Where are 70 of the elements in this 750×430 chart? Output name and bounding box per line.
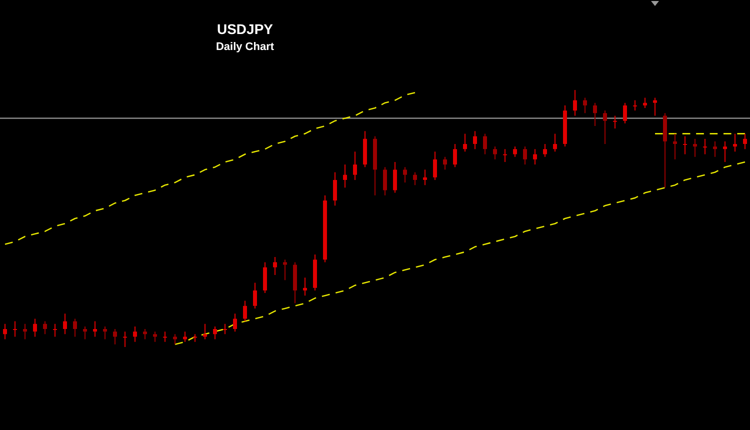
candlestick	[463, 133, 467, 152]
candlestick	[33, 318, 37, 338]
candlestick	[473, 130, 477, 150]
candlestick	[353, 151, 357, 180]
candlestick	[573, 90, 577, 116]
candlestick	[733, 133, 737, 152]
candlestick	[703, 138, 707, 155]
candlestick	[93, 320, 97, 338]
candlestick	[583, 97, 587, 114]
chart-title: USDJPY	[216, 21, 274, 37]
candlestick	[273, 256, 277, 276]
candlestick	[413, 172, 417, 186]
candlestick	[83, 326, 87, 340]
candlestick	[443, 156, 447, 170]
candlestick	[303, 277, 307, 296]
candlestick	[653, 97, 657, 116]
candlestick	[243, 300, 247, 322]
candlestick	[153, 331, 157, 342]
candlestick	[223, 323, 227, 335]
candlestick	[233, 313, 237, 332]
candlestick	[633, 100, 637, 112]
candlestick	[433, 151, 437, 180]
candlestick	[63, 313, 67, 335]
candlestick	[693, 138, 697, 158]
candlestick	[593, 102, 597, 126]
candlestick	[283, 259, 287, 281]
candlestick	[423, 169, 427, 186]
candlestick	[513, 146, 517, 158]
candlestick	[43, 320, 47, 335]
candlestick	[183, 331, 187, 342]
candlestick	[623, 102, 627, 124]
candlestick	[263, 262, 267, 294]
candlestick	[613, 115, 617, 130]
candlestick	[483, 133, 487, 155]
candlestick	[213, 326, 217, 340]
candlestick	[173, 334, 177, 345]
candlestick	[673, 133, 677, 160]
candlestick	[133, 326, 137, 342]
candlestick	[503, 148, 507, 162]
candlestick	[493, 146, 497, 160]
candlestick	[643, 97, 647, 108]
candlestick	[193, 334, 197, 342]
candlestick	[683, 136, 687, 155]
candlestick	[3, 323, 7, 340]
candlestick	[553, 133, 557, 152]
candlestick	[723, 140, 727, 162]
candlestick	[743, 133, 747, 150]
candlestick	[143, 328, 147, 340]
candlestick	[543, 143, 547, 158]
candlestick	[53, 323, 57, 338]
chart-subtitle: Daily Chart	[216, 41, 274, 53]
candlestick	[103, 326, 107, 340]
candlestick	[123, 331, 127, 348]
candlestick	[603, 110, 607, 144]
candlestick	[393, 161, 397, 194]
candlestick	[533, 148, 537, 166]
candlestick	[73, 318, 77, 338]
candlestick	[333, 172, 337, 206]
candlestick	[163, 331, 167, 342]
candlestick	[403, 166, 407, 184]
candlestick	[713, 140, 717, 158]
candlestick	[253, 282, 257, 309]
candlestick	[23, 323, 27, 340]
candlestick	[453, 143, 457, 168]
candlestick	[13, 320, 17, 338]
candlestick	[203, 323, 207, 340]
candlestick	[113, 328, 117, 345]
candlestick	[383, 166, 387, 196]
candlestick	[343, 164, 347, 188]
candlestick	[523, 146, 527, 166]
